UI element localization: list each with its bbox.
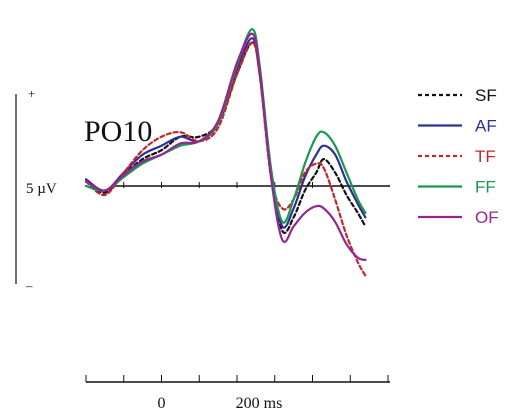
- waveform-series: [84, 28, 367, 277]
- legend: SF AF TF FF OF: [418, 86, 499, 227]
- legend-label-tf: TF: [475, 147, 496, 166]
- time-axis: 0 200 ms: [85, 375, 390, 412]
- time-tick-label: 0: [158, 395, 166, 412]
- legend-label-af: AF: [475, 117, 497, 136]
- legend-label-sf: SF: [475, 86, 497, 105]
- scale-minus-label: –: [25, 278, 33, 293]
- legend-label-of: OF: [475, 208, 499, 227]
- scale-value-label: 5 µV: [26, 181, 57, 197]
- scale-plus-label: +: [28, 86, 35, 101]
- legend-label-ff: FF: [475, 178, 496, 197]
- zero-baseline: [114, 182, 390, 188]
- series-line-of: [84, 32, 367, 261]
- time-tick-label: 200 ms: [236, 395, 283, 412]
- chart-title: PO10: [84, 115, 152, 148]
